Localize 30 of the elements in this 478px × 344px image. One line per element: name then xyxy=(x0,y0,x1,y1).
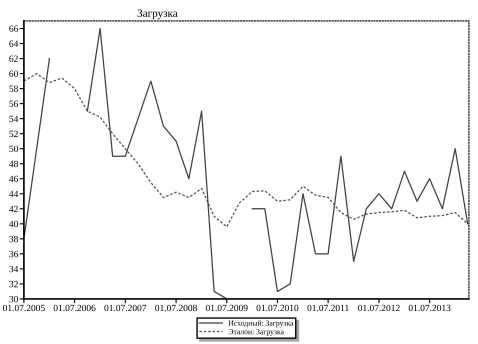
y-tick-label: 38 xyxy=(9,236,18,242)
y-tick-label: 40 xyxy=(9,220,18,228)
y-tick-label: 50 xyxy=(9,146,18,152)
x-tick-label: 01.07.2005 xyxy=(3,304,45,312)
y-tick-label: 48 xyxy=(9,160,18,168)
y-tick-label: 36 xyxy=(9,250,18,258)
x-tick-label: 01.07.2006 xyxy=(54,304,96,312)
chart-title: Загрузка xyxy=(138,9,178,20)
y-tick-label: 64 xyxy=(9,40,18,47)
x-tick-label: 01.07.2008 xyxy=(155,304,197,312)
x-tick-label: 01.07.2011 xyxy=(307,304,349,312)
y-tick-label: 54 xyxy=(9,116,18,122)
y-tick-label: 56 xyxy=(9,100,18,107)
y-tick-label: 30 xyxy=(9,296,18,302)
y-tick-label: 58 xyxy=(9,86,18,92)
y-tick-label: 46 xyxy=(9,176,18,182)
y-tick-label: 42 xyxy=(9,206,18,212)
y-tick-label: 32 xyxy=(9,280,18,288)
x-tick-label: 01.07.2007 xyxy=(104,304,146,312)
y-tick-label: 66 xyxy=(9,26,18,32)
x-tick-label: 01.07.2010 xyxy=(256,304,298,312)
x-tick-label: 01.07.2013 xyxy=(408,304,451,312)
y-tick-label: 62 xyxy=(9,56,18,62)
y-tick-label: 60 xyxy=(9,70,18,77)
x-tick-label: 01.07.2012 xyxy=(358,304,400,312)
y-tick-label: 44 xyxy=(9,190,18,198)
line-series xyxy=(24,72,468,228)
y-tick-label: 52 xyxy=(9,130,18,138)
x-tick-label: 01.07.2009 xyxy=(206,304,248,312)
y-tick-label: 34 xyxy=(9,266,18,272)
